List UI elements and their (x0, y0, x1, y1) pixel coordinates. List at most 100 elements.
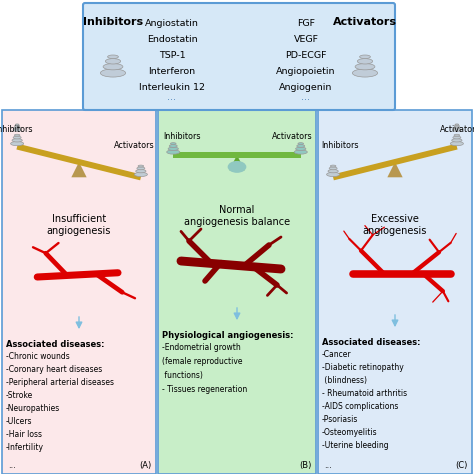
Ellipse shape (14, 134, 20, 136)
Ellipse shape (352, 69, 378, 77)
Text: -Diabetic retinopathy: -Diabetic retinopathy (322, 363, 404, 372)
Text: Interferon: Interferon (148, 67, 196, 76)
Ellipse shape (15, 124, 19, 125)
Text: -Psoriasis: -Psoriasis (322, 415, 358, 424)
Text: VEGF: VEGF (293, 35, 319, 44)
Text: -Stroke: -Stroke (6, 391, 33, 400)
Ellipse shape (137, 167, 145, 170)
Polygon shape (229, 155, 245, 170)
Text: Inhibitors: Inhibitors (163, 132, 201, 141)
Ellipse shape (12, 139, 22, 142)
Ellipse shape (136, 170, 146, 173)
Ellipse shape (360, 55, 370, 59)
Ellipse shape (228, 161, 246, 173)
Text: -Uterine bleeding: -Uterine bleeding (322, 441, 389, 450)
Ellipse shape (355, 64, 375, 70)
Text: functions): functions) (162, 371, 203, 380)
Text: Associated diseases:: Associated diseases: (6, 340, 104, 349)
Text: Angiogenin: Angiogenin (279, 83, 333, 92)
Ellipse shape (134, 173, 147, 176)
Ellipse shape (357, 59, 373, 64)
Text: -Neuropathies: -Neuropathies (6, 404, 60, 413)
Text: - Rheumatoid arthritis: - Rheumatoid arthritis (322, 389, 407, 398)
Text: Activators: Activators (114, 141, 155, 150)
Ellipse shape (14, 127, 20, 129)
Text: -Cancer: -Cancer (322, 350, 352, 359)
Text: Angiostatin: Angiostatin (145, 19, 199, 28)
Bar (2, 110, 156, 474)
Ellipse shape (454, 127, 460, 129)
Ellipse shape (454, 125, 459, 127)
Ellipse shape (454, 134, 460, 136)
Text: PD-ECGF: PD-ECGF (285, 51, 327, 60)
Text: ...: ... (324, 461, 332, 470)
Bar (318, 110, 472, 474)
Polygon shape (173, 152, 301, 158)
Ellipse shape (100, 69, 126, 77)
Text: (female reproductive: (female reproductive (162, 357, 243, 366)
Ellipse shape (10, 142, 24, 146)
Text: Interleukin 12: Interleukin 12 (139, 83, 205, 92)
Ellipse shape (450, 142, 464, 146)
Polygon shape (332, 144, 457, 180)
Ellipse shape (171, 143, 176, 145)
Text: -Ulcers: -Ulcers (6, 417, 33, 426)
Ellipse shape (169, 145, 177, 147)
Text: Endostatin: Endostatin (146, 35, 197, 44)
Ellipse shape (297, 145, 305, 147)
Text: -Chronic wounds: -Chronic wounds (6, 352, 70, 361)
Ellipse shape (108, 55, 118, 59)
Ellipse shape (453, 128, 461, 131)
Ellipse shape (13, 136, 21, 139)
Ellipse shape (329, 167, 337, 170)
Text: ...: ... (301, 92, 310, 102)
Text: (blindness): (blindness) (322, 376, 367, 385)
Ellipse shape (455, 124, 459, 125)
Text: -Peripheral arterial diseases: -Peripheral arterial diseases (6, 378, 114, 387)
Text: (A): (A) (140, 461, 152, 470)
Text: Activators: Activators (440, 125, 474, 134)
Text: Insufficient
angiogenesis: Insufficient angiogenesis (47, 214, 111, 236)
Ellipse shape (327, 173, 340, 176)
Ellipse shape (105, 59, 121, 64)
Polygon shape (72, 162, 87, 177)
Text: Inhibitors: Inhibitors (83, 17, 143, 27)
Text: -AIDS complications: -AIDS complications (322, 402, 398, 411)
Text: ...: ... (8, 461, 16, 470)
FancyBboxPatch shape (83, 3, 395, 110)
Text: Associated diseases:: Associated diseases: (322, 338, 420, 347)
Ellipse shape (15, 125, 20, 127)
Text: Normal
angiogenesis balance: Normal angiogenesis balance (184, 205, 290, 227)
Ellipse shape (298, 143, 303, 145)
Ellipse shape (167, 150, 180, 154)
Text: Inhibitors: Inhibitors (321, 141, 359, 150)
Bar (158, 110, 316, 474)
Text: TSP-1: TSP-1 (159, 51, 185, 60)
Ellipse shape (452, 139, 462, 142)
Text: -Endometrial growth: -Endometrial growth (162, 343, 241, 352)
Text: (B): (B) (300, 461, 312, 470)
Text: Activators: Activators (333, 17, 397, 27)
Text: Inhibitors: Inhibitors (0, 125, 33, 134)
Text: -Hair loss: -Hair loss (6, 430, 42, 439)
Ellipse shape (103, 64, 123, 70)
Text: FGF: FGF (297, 19, 315, 28)
Text: - Tissues regeneration: - Tissues regeneration (162, 385, 247, 394)
Text: (C): (C) (456, 461, 468, 470)
Ellipse shape (168, 147, 178, 150)
Text: Physiological angiogenesis:: Physiological angiogenesis: (162, 331, 293, 340)
Text: -Coronary heart diseases: -Coronary heart diseases (6, 365, 102, 374)
Text: ...: ... (167, 92, 176, 102)
Polygon shape (17, 144, 142, 180)
Text: Excessive
angiogenesis: Excessive angiogenesis (363, 214, 427, 236)
Polygon shape (387, 162, 402, 177)
Ellipse shape (296, 147, 306, 150)
Text: -Osteomyelitis: -Osteomyelitis (322, 428, 378, 437)
Ellipse shape (330, 165, 336, 167)
Ellipse shape (13, 128, 21, 131)
Ellipse shape (294, 150, 307, 154)
Ellipse shape (328, 170, 338, 173)
Text: Activators: Activators (272, 132, 312, 141)
Ellipse shape (453, 136, 461, 139)
Text: Angiopoietin: Angiopoietin (276, 67, 336, 76)
